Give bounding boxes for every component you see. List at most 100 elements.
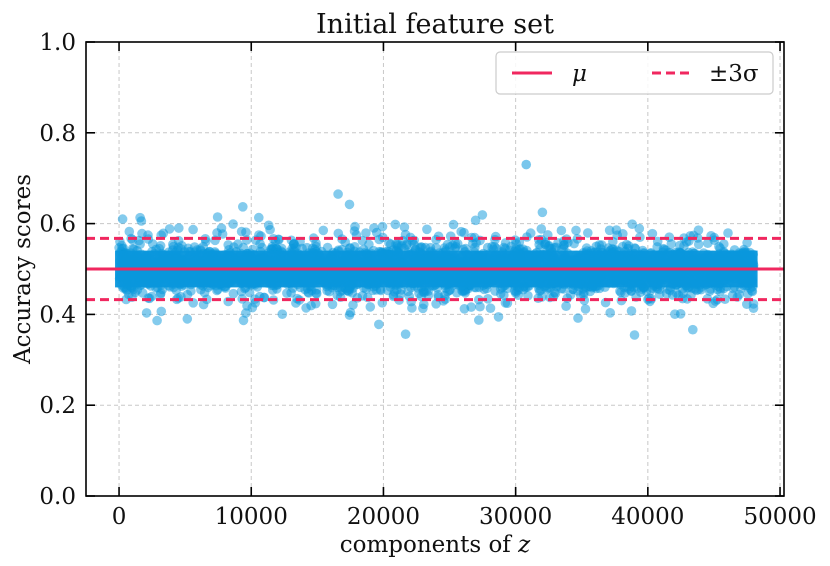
data-point — [692, 233, 703, 243]
data-point — [251, 235, 261, 245]
data-point — [277, 309, 288, 320]
data-point — [418, 303, 428, 314]
data-point — [450, 238, 461, 249]
data-point — [311, 288, 322, 299]
data-point — [709, 235, 720, 245]
data-point — [578, 289, 589, 300]
data-point — [627, 219, 637, 229]
y-axis-label: Accuracy scores — [10, 174, 36, 365]
data-point — [164, 224, 175, 234]
data-point — [117, 214, 128, 224]
data-point — [561, 301, 571, 312]
data-point — [371, 227, 382, 238]
x-tick-label-3: 30000 — [479, 504, 552, 530]
data-point — [198, 241, 208, 252]
data-point — [629, 330, 640, 340]
data-point — [553, 238, 563, 248]
data-point — [742, 238, 752, 248]
data-point — [223, 296, 233, 307]
data-point — [634, 223, 645, 234]
plot-frame — [85, 41, 785, 497]
data-point — [228, 288, 239, 299]
data-point — [388, 290, 399, 300]
data-point — [400, 329, 411, 340]
data-point — [124, 289, 134, 300]
data-point — [399, 222, 410, 232]
data-point — [124, 226, 135, 237]
data-point — [443, 286, 453, 297]
data-point — [647, 228, 658, 239]
data-point — [723, 228, 733, 238]
data-point — [156, 306, 167, 317]
y-tick-label-1: 0.2 — [39, 393, 76, 419]
x-tick-label-1: 10000 — [215, 504, 288, 530]
data-point — [368, 285, 378, 296]
data-point — [327, 299, 338, 310]
data-point — [421, 285, 431, 296]
data-point — [470, 215, 481, 226]
data-point — [344, 310, 355, 320]
data-point — [605, 308, 615, 318]
data-point — [306, 300, 316, 311]
data-point — [223, 240, 233, 250]
data-point — [525, 228, 536, 238]
data-point — [604, 225, 615, 236]
y-tick-label-5: 1.0 — [39, 30, 76, 56]
y-tick-label-0: 0.0 — [39, 484, 76, 510]
data-point — [286, 288, 296, 298]
x-tick-label-0: 0 — [112, 504, 127, 530]
reference-lines — [86, 236, 784, 302]
scatter-points — [114, 159, 759, 340]
data-point — [253, 212, 264, 223]
data-point — [188, 224, 198, 235]
data-point — [556, 225, 567, 236]
data-point — [523, 290, 533, 301]
data-point — [335, 286, 346, 297]
data-point — [384, 238, 394, 248]
data-point — [569, 238, 579, 249]
data-point — [580, 304, 591, 314]
x-tick-labels: 0 10000 20000 30000 40000 50000 — [112, 504, 817, 530]
data-point — [390, 219, 401, 230]
data-point-max — [521, 159, 532, 170]
data-point — [288, 239, 299, 250]
data-point — [352, 293, 363, 303]
data-point — [397, 241, 407, 251]
x-axis-label: components of z — [340, 532, 531, 558]
data-point — [216, 223, 227, 233]
data-point — [322, 242, 333, 253]
data-point — [675, 309, 686, 319]
data-point — [511, 286, 521, 297]
data-point — [241, 227, 251, 237]
data-point — [474, 315, 484, 325]
data-point — [141, 308, 152, 318]
data-point — [688, 324, 698, 335]
data-point — [499, 242, 509, 253]
data-point — [665, 285, 675, 296]
data-point — [343, 286, 354, 297]
y-tick-label-2: 0.4 — [39, 302, 76, 328]
data-point — [571, 225, 581, 236]
data-point — [544, 241, 554, 252]
data-point — [377, 221, 388, 232]
y-tick-label-3: 0.6 — [39, 212, 76, 238]
x-tick-label-4: 40000 — [611, 504, 684, 530]
data-point — [199, 287, 210, 298]
data-point — [475, 301, 485, 312]
legend-band-label: ±3σ — [709, 61, 759, 87]
data-point — [344, 199, 355, 210]
data-point — [466, 302, 477, 312]
data-point — [583, 228, 593, 238]
data-point — [483, 294, 493, 304]
data-point — [365, 302, 376, 312]
data-point — [182, 314, 193, 324]
data-point — [333, 228, 344, 239]
legend-box — [495, 51, 774, 95]
data-point — [536, 224, 547, 234]
data-point — [400, 229, 411, 240]
data-point — [361, 228, 371, 238]
data-point — [333, 189, 343, 199]
x-tick-label-5: 50000 — [743, 504, 816, 530]
y-tick-label-4: 0.8 — [39, 121, 76, 147]
